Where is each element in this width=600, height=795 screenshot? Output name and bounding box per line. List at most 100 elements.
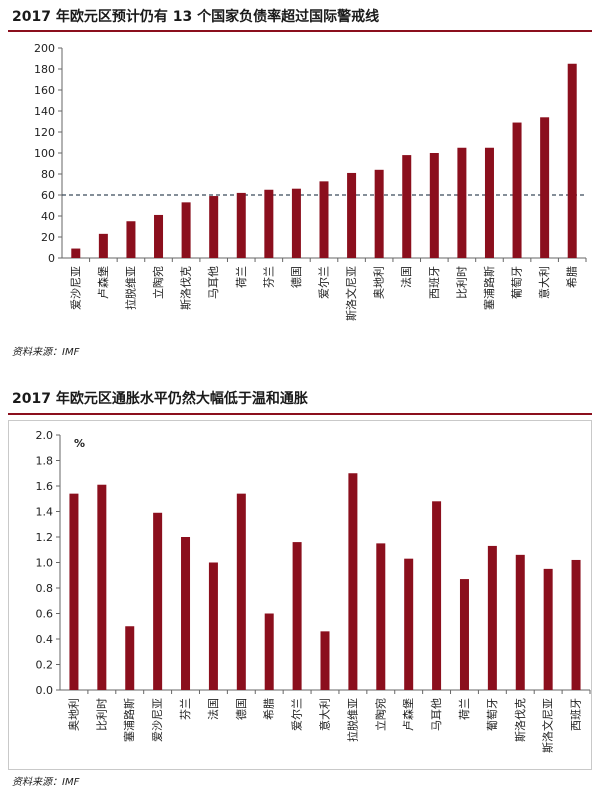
category-label: 法国	[399, 266, 413, 288]
category-label: 意大利	[318, 698, 332, 731]
bar	[567, 63, 577, 258]
y-tick-label: 1.0	[36, 557, 54, 570]
bar	[264, 189, 274, 258]
unit-label: %	[74, 437, 85, 450]
y-tick-label: 1.6	[36, 480, 54, 493]
chart-source: 资料来源：IMF	[12, 777, 80, 788]
bar	[487, 545, 497, 690]
bar	[154, 214, 164, 258]
y-tick-label: 100	[34, 147, 55, 160]
chart-title: 2017 年欧元区预计仍有 13 个国家负债率超过国际警戒线	[12, 9, 380, 25]
category-label: 拉脱维亚	[123, 266, 137, 310]
y-tick-label: 1.2	[36, 531, 54, 544]
category-label: 立陶宛	[373, 698, 387, 731]
category-label: 斯洛伐克	[513, 698, 527, 742]
category-label: 塞浦路斯	[122, 698, 136, 742]
category-label: 法国	[206, 698, 220, 720]
y-tick-label: 0.6	[36, 608, 54, 621]
category-label: 比利时	[455, 266, 468, 299]
y-tick-label: 0.8	[36, 582, 54, 595]
category-label: 希腊	[262, 698, 276, 720]
bar	[376, 543, 386, 690]
bar	[347, 172, 357, 258]
title-underline	[8, 30, 592, 32]
bar	[126, 221, 136, 258]
bar	[515, 554, 525, 690]
category-label: 荷兰	[458, 698, 471, 720]
category-label: 希腊	[565, 266, 579, 288]
y-tick-label: 120	[34, 126, 55, 139]
y-tick-label: 20	[41, 231, 55, 244]
bar	[457, 147, 467, 258]
y-tick-label: 200	[34, 42, 55, 55]
y-tick-label: 60	[41, 189, 55, 202]
category-label: 立陶宛	[151, 266, 165, 299]
y-tick-label: 80	[41, 168, 55, 181]
category-label: 马耳他	[430, 698, 443, 731]
category-label: 爱尔兰	[291, 698, 304, 731]
bar	[320, 631, 330, 690]
bar	[153, 512, 163, 690]
category-label: 葡萄牙	[511, 266, 524, 299]
category-label: 卢森堡	[401, 698, 415, 731]
category-label: 芬兰	[179, 698, 192, 720]
chart-source: 资料来源：IMF	[12, 347, 80, 358]
inflation-chart-section: 2017 年欧元区通胀水平仍然大幅低于温和通胀 0.0 0.2 0.4 0.6 0.8 1…	[0, 380, 600, 795]
y-tick-label: 1.4	[36, 506, 54, 519]
category-label: 斯洛文尼亚	[344, 266, 358, 321]
y-tick-label: 140	[34, 105, 55, 118]
category-label: 比利时	[95, 698, 108, 731]
y-tick-label: 40	[41, 210, 55, 223]
bar	[236, 192, 246, 258]
bar	[543, 568, 553, 690]
bar	[181, 202, 191, 258]
category-label: 马耳他	[207, 266, 220, 299]
category-label: 塞浦路斯	[482, 266, 496, 310]
title-underline	[8, 413, 592, 415]
category-label: 爱尔兰	[318, 266, 331, 299]
y-tick-label: 0.0	[36, 684, 54, 697]
bar	[208, 562, 218, 690]
y-tick-label: 2.0	[36, 429, 54, 442]
category-label: 西班牙	[570, 698, 583, 731]
y-tick-label: 0.4	[36, 633, 54, 646]
category-label: 意大利	[537, 266, 551, 299]
bar	[181, 537, 191, 690]
bar	[459, 579, 469, 690]
category-label: 荷兰	[235, 266, 248, 288]
category-label: 爱沙尼亚	[151, 698, 164, 742]
category-label: 卢森堡	[96, 266, 110, 299]
category-label: 芬兰	[262, 266, 275, 288]
bar	[97, 484, 107, 690]
bar	[71, 248, 81, 258]
bar	[291, 188, 301, 258]
bar	[98, 233, 108, 258]
bar	[236, 493, 246, 690]
bar	[571, 559, 581, 690]
category-label: 葡萄牙	[486, 698, 499, 731]
debt-ratio-chart: 0 20 40 60 80 100 120 140 160 180 200 爱沙尼亚 卢森堡 拉脱维亚 立陶…	[34, 42, 587, 321]
bar	[69, 493, 79, 690]
category-label: 奥地利	[66, 698, 80, 731]
category-label: 西班牙	[428, 266, 441, 299]
bar	[264, 613, 274, 690]
bar	[125, 626, 135, 690]
y-tick-label: 0.2	[36, 659, 54, 672]
inflation-rate-chart: 0.0 0.2 0.4 0.6 0.8 1.0 1.2 1.4 1.6 1.8 2.0% 奥地利 比利时…	[36, 429, 591, 753]
category-label: 德国	[289, 266, 303, 288]
chart-frame	[8, 420, 592, 770]
bar	[402, 155, 412, 258]
category-label: 爱沙尼亚	[69, 266, 82, 310]
y-tick-label: 180	[34, 63, 55, 76]
bar	[429, 153, 439, 258]
debt-chart-section: 2017 年欧元区预计仍有 13 个国家负债率超过国际警戒线 0 20 40 60 80…	[0, 0, 600, 365]
category-label: 奥地利	[372, 266, 386, 299]
bar	[209, 196, 219, 258]
bar	[540, 117, 550, 258]
bar	[374, 169, 384, 258]
chart-title: 2017 年欧元区通胀水平仍然大幅低于温和通胀	[12, 391, 308, 407]
category-label: 斯洛伐克	[179, 266, 193, 310]
bar	[319, 181, 329, 258]
category-label: 德国	[234, 698, 248, 720]
bar	[348, 473, 358, 690]
